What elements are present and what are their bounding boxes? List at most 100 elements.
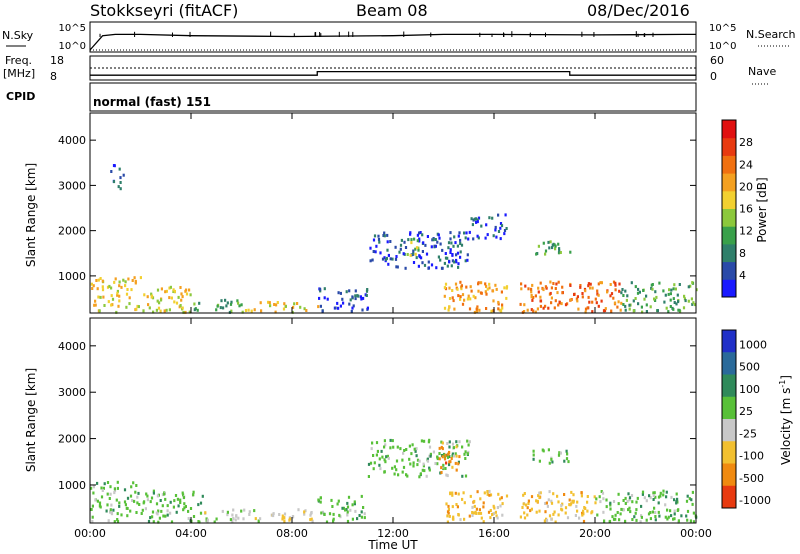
heatmap-cell: [542, 306, 545, 310]
nsearch-label: N.Search: [746, 28, 796, 41]
heatmap-cell: [163, 309, 166, 313]
heatmap-cell: [342, 506, 345, 510]
heatmap-cell: [494, 225, 497, 229]
heatmap-cell: [405, 448, 408, 451]
heatmap-cell: [235, 514, 238, 518]
heatmap-cell: [446, 510, 450, 514]
heatmap-cell: [602, 510, 605, 514]
heatmap-cell: [437, 255, 440, 259]
heatmap-cell: [375, 244, 378, 248]
heatmap-cell: [662, 289, 665, 293]
heatmap-cell: [590, 511, 593, 515]
velocity-y-axis: 1000 2000 3000 4000: [58, 340, 696, 492]
heatmap-cell: [547, 498, 550, 502]
heatmap-cell: [581, 295, 584, 299]
heatmap-cell: [525, 503, 528, 507]
heatmap-cell: [622, 303, 625, 306]
heatmap-cell: [399, 447, 402, 451]
y-tick-label: 4000: [58, 134, 86, 147]
heatmap-cell: [575, 297, 578, 301]
heatmap-cell: [672, 287, 675, 291]
heatmap-cell: [448, 440, 451, 444]
heatmap-cell: [466, 452, 469, 456]
heatmap-cell: [402, 465, 406, 469]
heatmap-cell: [480, 291, 483, 295]
heatmap-cell: [382, 234, 385, 237]
heatmap-cell: [616, 305, 619, 309]
heatmap-cell: [319, 304, 322, 308]
heatmap-cell: [197, 503, 200, 507]
heatmap-cell: [331, 505, 334, 508]
heatmap-cell: [248, 513, 251, 516]
heatmap-cell: [443, 294, 446, 298]
heatmap-cell: [620, 301, 623, 305]
heatmap-cell: [494, 283, 497, 287]
heatmap-cell: [447, 246, 450, 250]
heatmap-cell: [563, 493, 566, 496]
heatmap-cell: [360, 510, 363, 514]
heatmap-cell: [557, 242, 560, 246]
heatmap-cell: [436, 240, 439, 244]
heatmap-cell: [603, 519, 606, 523]
heatmap-cell: [612, 280, 616, 284]
heatmap-cell: [558, 300, 561, 304]
heatmap-cell: [426, 235, 429, 238]
heatmap-cell: [503, 286, 506, 290]
heatmap-cell: [680, 514, 683, 518]
heatmap-cell: [113, 280, 116, 284]
heatmap-cell: [192, 515, 196, 518]
heatmap-cell: [631, 518, 634, 521]
heatmap-cell: [486, 492, 489, 496]
heatmap-cell: [539, 281, 542, 285]
heatmap-cell: [448, 463, 451, 467]
heatmap-cell: [394, 257, 398, 261]
heatmap-cell: [159, 499, 162, 502]
heatmap-cell: [463, 231, 466, 235]
freq-label: Freq.: [5, 54, 32, 67]
heatmap-cell: [448, 305, 451, 309]
heatmap-cell: [537, 494, 540, 498]
heatmap-cell: [318, 296, 321, 300]
heatmap-cell: [579, 284, 582, 287]
heatmap-cell: [187, 509, 190, 513]
heatmap-cell: [523, 516, 527, 520]
heatmap-cell: [451, 465, 454, 469]
heatmap-cell: [544, 304, 547, 308]
heatmap-cell: [576, 500, 579, 504]
heatmap-cell: [232, 508, 235, 512]
heatmap-cell: [591, 310, 594, 314]
heatmap-cell: [589, 282, 592, 286]
heatmap-cell: [521, 310, 524, 314]
heatmap-cell: [456, 287, 459, 291]
heatmap-cell: [291, 310, 294, 314]
heatmap-cell: [597, 282, 600, 286]
heatmap-cell: [465, 231, 468, 235]
heatmap-cell: [463, 452, 466, 456]
velocity-panel: 1000 2000 3000 4000 Slant Range [km]: [24, 317, 698, 524]
heatmap-cell: [369, 259, 372, 263]
y-tick-label: 3000: [58, 179, 86, 192]
heatmap-cell: [387, 262, 390, 266]
heatmap-cell: [628, 498, 631, 502]
heatmap-cell: [451, 452, 454, 456]
heatmap-cell: [527, 502, 530, 505]
heatmap-cell: [352, 304, 355, 308]
heatmap-cell: [122, 278, 125, 282]
heatmap-cell: [641, 492, 644, 496]
colorbar-tick-label: -100: [739, 450, 764, 463]
heatmap-cell: [609, 503, 612, 507]
heatmap-cell: [456, 251, 460, 255]
heatmap-cell: [663, 300, 666, 304]
heatmap-cell: [305, 309, 308, 312]
heatmap-cell: [477, 236, 480, 240]
heatmap-cell: [95, 279, 98, 282]
heatmap-cell: [348, 302, 351, 306]
heatmap-cell: [627, 492, 630, 496]
heatmap-cell: [332, 517, 335, 521]
heatmap-cell: [497, 302, 500, 306]
heatmap-cell: [474, 296, 477, 300]
heatmap-cell: [166, 509, 169, 513]
heatmap-cell: [576, 509, 579, 513]
heatmap-cell: [523, 310, 526, 313]
heatmap-cell: [455, 445, 458, 449]
